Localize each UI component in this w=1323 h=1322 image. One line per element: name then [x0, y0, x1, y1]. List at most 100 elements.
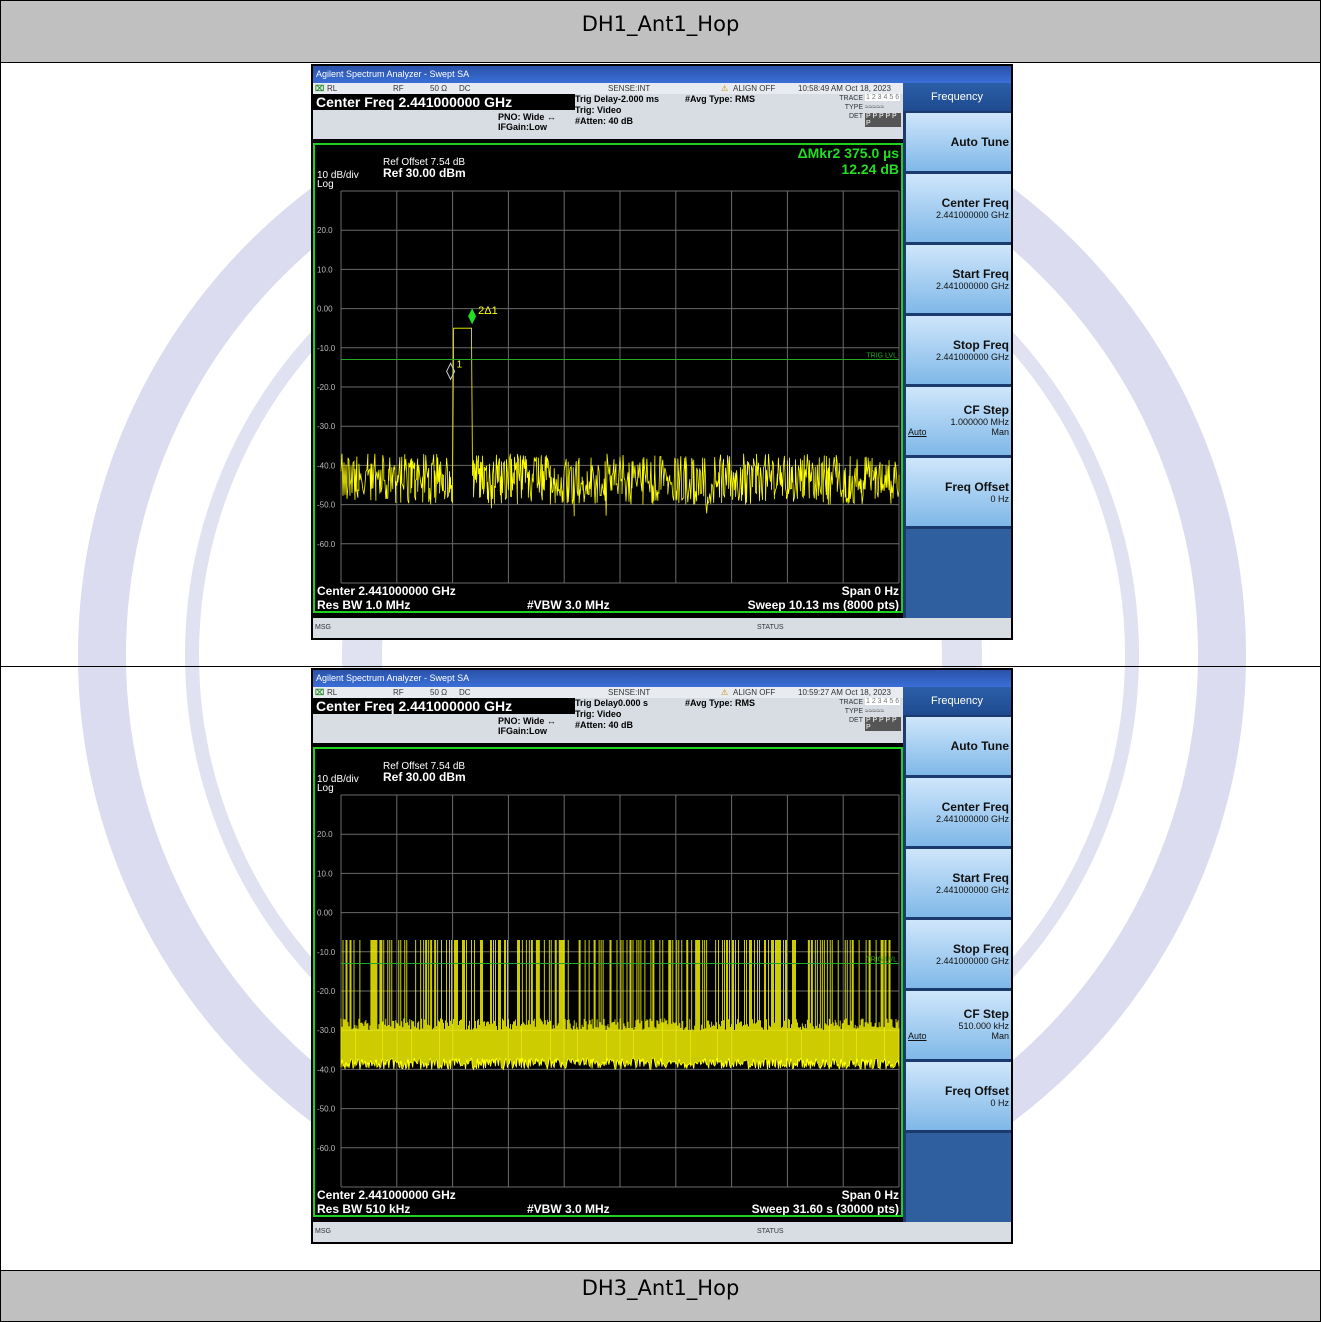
man-option: Man [991, 427, 1009, 437]
softkey-value: 2.441000000 GHz [935, 814, 1009, 824]
det-values: P P P P P P [865, 113, 901, 127]
section-header-bottom: DH3_Ant1_Hop [0, 1270, 1321, 1322]
softkey-value: 2.441000000 GHz [935, 352, 1009, 362]
auto-tune-softkey[interactable]: Auto Tune [906, 113, 1011, 171]
impedance-label: 50 Ω [430, 84, 448, 93]
cf-step-softkey[interactable]: CF Step 510.000 kHz Auto Man [906, 991, 1011, 1059]
softkey-label: Auto Tune [950, 739, 1009, 753]
footer-rbw: Res BW 510 kHz [317, 1202, 410, 1215]
softkey-label: CF Step [963, 1007, 1009, 1021]
y-tick-label: -40.0 [317, 461, 336, 470]
warning-icon: ⚠ [721, 84, 729, 93]
msg-label: MSG [315, 624, 331, 631]
header-text: DH1_Ant1_Hop [581, 12, 740, 36]
message-bar: MSG STATUS [313, 618, 1011, 638]
trace-line [340, 940, 900, 1071]
center-freq-title: Center Freq 2.441000000 GHz [313, 698, 575, 714]
rl-label: RL [327, 688, 338, 697]
stop-freq-softkey[interactable]: Stop Freq 2.441000000 GHz [906, 316, 1011, 384]
log-label: Log [317, 783, 334, 794]
row-divider [0, 666, 1321, 667]
cf-step-softkey[interactable]: CF Step 1.000000 MHz Auto Man [906, 387, 1011, 455]
man-option: Man [991, 1031, 1009, 1041]
auto-tune-softkey[interactable]: Auto Tune [906, 717, 1011, 775]
trace-label: TRACE [839, 95, 863, 102]
softkey-label: Center Freq [941, 196, 1009, 210]
spectrum-analyzer-screenshot-1: Agilent Spectrum Analyzer - Swept SA ⌧ R… [311, 64, 1013, 640]
rl-indicator: ⌧ [315, 84, 325, 93]
softkey-panel: Frequency Auto Tune Center Freq 2.4410000… [903, 83, 1011, 638]
window-title: Agilent Spectrum Analyzer - Swept SA [316, 69, 470, 79]
trace-indicator: TRACE 1 2 3 4 5 6 TYPE ≈≈≈≈≈ DET P P P P… [825, 94, 901, 127]
y-tick-label: 10.0 [317, 869, 333, 878]
softkey-value: 2.441000000 GHz [935, 210, 1009, 220]
rf-label: RF [393, 84, 404, 93]
trace-indicator: TRACE 1 2 3 4 5 6 TYPE ≈≈≈≈≈ DET P P P P… [825, 698, 901, 731]
footer-vbw: #VBW 3.0 MHz [527, 598, 610, 611]
log-label: Log [317, 179, 334, 190]
status-row: ⌧ RL RF 50 Ω DC SENSE:INT ⚠ ALIGN OFF 10… [313, 687, 903, 698]
ref-offset-label: Ref Offset 7.54 dB [383, 157, 465, 168]
softkey-label: Auto Tune [950, 135, 1009, 149]
timestamp: 10:59:27 AM Oct 18, 2023 [798, 688, 891, 697]
softkey-value: 0 Hz [990, 494, 1009, 504]
rl-label: RL [327, 84, 338, 93]
scale-label: 10 dB/div [317, 170, 359, 181]
type-wave-icon: ≈≈≈≈≈ [865, 708, 885, 715]
type-label: TYPE [844, 104, 863, 111]
align-label: ALIGN OFF [733, 84, 776, 93]
menu-title: Frequency [903, 687, 1011, 715]
y-tick-label: -60.0 [317, 540, 336, 549]
marker-1-label: 1 [457, 359, 463, 370]
softkey-label: Freq Offset [944, 1084, 1009, 1098]
center-freq-softkey[interactable]: Center Freq 2.441000000 GHz [906, 174, 1011, 242]
footer-sweep: Sweep 31.60 s (30000 pts) [752, 1202, 899, 1215]
softkey-label: Start Freq [952, 267, 1009, 281]
marker-delta-readout: ΔMkr2 375.0 µs [798, 145, 900, 161]
status-label: STATUS [757, 624, 784, 631]
softkey-value: 1.000000 MHz [950, 417, 1009, 427]
coupling-label: DC [459, 688, 471, 697]
softkey-value: 0 Hz [990, 1098, 1009, 1108]
settings-panel: ⌧ RL RF 50 Ω DC SENSE:INT ⚠ ALIGN OFF 10… [313, 687, 903, 743]
coupling-label: DC [459, 84, 471, 93]
avg-type-label: #Avg Type: RMS [685, 94, 756, 104]
freq-offset-softkey[interactable]: Freq Offset 0 Hz [906, 1062, 1011, 1130]
sense-label: SENSE:INT [608, 84, 651, 93]
trigger-level-label: TRIG LVL [866, 957, 897, 964]
ifgain-label: IFGain:Low [498, 726, 547, 736]
start-freq-softkey[interactable]: Start Freq 2.441000000 GHz [906, 245, 1011, 313]
spectrum-analyzer-screenshot-2: Agilent Spectrum Analyzer - Swept SA ⌧ R… [311, 668, 1013, 1244]
det-label: DET [849, 113, 863, 120]
y-tick-label: -10.0 [317, 948, 336, 957]
y-tick-label: -40.0 [317, 1065, 336, 1074]
avg-type-label: #Avg Type: RMS [685, 698, 756, 708]
center-freq-softkey[interactable]: Center Freq 2.441000000 GHz [906, 778, 1011, 846]
menu-title: Frequency [903, 83, 1011, 111]
pno-label: PNO: Wide ↔ [498, 716, 556, 726]
ref-level-label: Ref 30.00 dBm [383, 770, 466, 784]
empty-softkey [906, 529, 1011, 619]
stop-freq-softkey[interactable]: Stop Freq 2.441000000 GHz [906, 920, 1011, 988]
header-text: DH3_Ant1_Hop [581, 1276, 740, 1300]
freq-offset-softkey[interactable]: Freq Offset 0 Hz [906, 458, 1011, 526]
start-freq-softkey[interactable]: Start Freq 2.441000000 GHz [906, 849, 1011, 917]
align-label: ALIGN OFF [733, 688, 776, 697]
atten-label: #Atten: 40 dB [575, 116, 634, 126]
y-tick-label: -30.0 [317, 422, 336, 431]
y-tick-label: -60.0 [317, 1144, 336, 1153]
empty-softkey [906, 1133, 1011, 1223]
softkey-label: Center Freq [941, 800, 1009, 814]
window-title: Agilent Spectrum Analyzer - Swept SA [316, 673, 470, 683]
softkey-value: 510.000 kHz [958, 1021, 1009, 1031]
softkey-label: Start Freq [952, 871, 1009, 885]
det-label: DET [849, 717, 863, 724]
det-values: P P P P P P [865, 717, 901, 731]
table-border-right [1320, 63, 1321, 1270]
window-title-bar: Agilent Spectrum Analyzer - Swept SA [313, 670, 1011, 687]
footer-span: Span 0 Hz [842, 584, 899, 598]
softkey-value: 2.441000000 GHz [935, 281, 1009, 291]
impedance-label: 50 Ω [430, 688, 448, 697]
y-tick-label: 0.00 [317, 305, 333, 314]
